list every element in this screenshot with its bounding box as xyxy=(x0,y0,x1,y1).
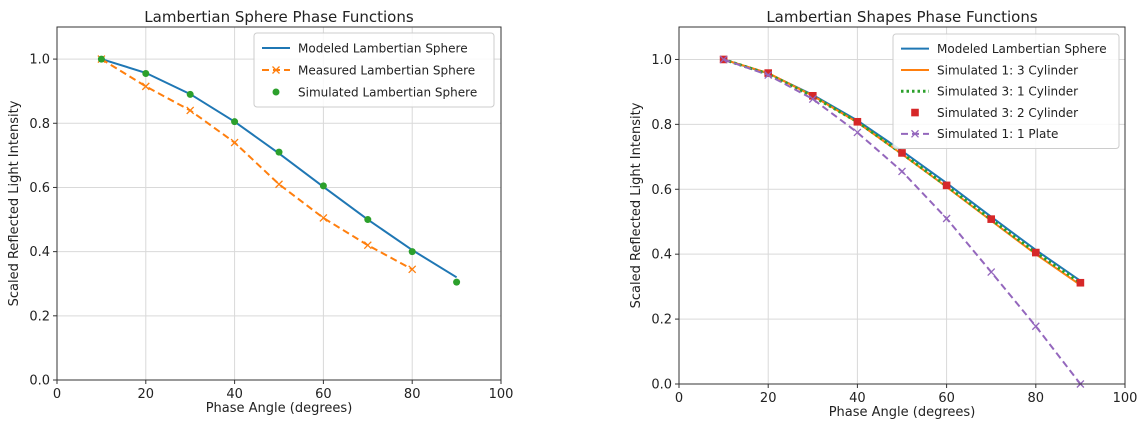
data-point xyxy=(1032,248,1040,257)
data-point xyxy=(764,71,773,79)
data-point xyxy=(231,118,239,126)
data-point xyxy=(1076,278,1085,287)
data-point xyxy=(275,148,283,156)
data-point xyxy=(764,69,772,77)
legend-label: Modeled Lambertian Sphere xyxy=(298,41,468,55)
x-tick-label: 40 xyxy=(226,387,243,402)
y-tick-label: 0.0 xyxy=(651,378,672,393)
data-point xyxy=(275,180,283,189)
plot-frame xyxy=(678,26,1126,385)
x-tick-label: 60 xyxy=(938,391,955,406)
y-tick-label: 0.6 xyxy=(29,181,50,196)
x-axis-label: Phase Angle (degrees) xyxy=(829,405,976,420)
data-point xyxy=(809,92,817,100)
legend-swatch-marker xyxy=(272,88,280,96)
data-point xyxy=(987,215,995,223)
legend-label: Simulated 3: 1 Cylinder xyxy=(937,85,1078,99)
y-tick-label: 1.0 xyxy=(29,53,50,68)
data-point xyxy=(853,128,862,137)
legend-label: Simulated 1: 1 Plate xyxy=(937,127,1058,141)
data-point xyxy=(186,90,194,98)
data-point xyxy=(1031,322,1040,331)
x-tick-label: 20 xyxy=(760,391,777,406)
data-point xyxy=(319,213,328,222)
x-tick-label: 0 xyxy=(675,391,683,406)
x-tick-label: 40 xyxy=(849,391,866,406)
data-point xyxy=(186,106,195,115)
data-point xyxy=(853,117,862,126)
data-point xyxy=(319,182,327,190)
x-tick-label: 100 xyxy=(489,387,514,402)
plot-frame xyxy=(56,26,502,381)
y-tick-label: 1.0 xyxy=(651,53,672,68)
data-point xyxy=(453,278,461,286)
legend-box xyxy=(892,33,1120,149)
legend-label: Measured Lambertian Sphere xyxy=(298,63,475,77)
y-tick-label: 0.4 xyxy=(651,248,672,263)
data-point xyxy=(987,268,996,276)
y-axis-label: Scaled Reflected Light Intensity xyxy=(629,102,644,308)
data-point xyxy=(97,55,105,63)
y-tick-label: 0.0 xyxy=(29,374,50,389)
legend-swatch-marker xyxy=(272,66,280,74)
legend-swatch-marker xyxy=(911,129,919,138)
data-point xyxy=(408,265,417,274)
x-tick-label: 80 xyxy=(1028,391,1045,406)
legend-label: Simulated 3: 2 Cylinder xyxy=(937,106,1078,120)
x-tick-label: 0 xyxy=(53,387,61,402)
data-point xyxy=(942,181,951,190)
data-point xyxy=(141,82,150,91)
data-point xyxy=(808,95,817,104)
chart-title: Lambertian Shapes Phase Functions xyxy=(766,8,1038,26)
y-tick-label: 0.2 xyxy=(29,309,50,324)
x-tick-label: 80 xyxy=(404,387,421,402)
data-point xyxy=(898,149,906,157)
legend-swatch-marker xyxy=(911,108,919,117)
data-point xyxy=(363,241,372,250)
series-line-1 xyxy=(100,58,413,271)
y-tick-label: 0.8 xyxy=(651,118,672,133)
chart-right: 0 20 40 60 80 100 0.0 0.2 0.4 0.6 0.8 1.0 Lambertian… xyxy=(629,8,1137,420)
y-tick-label: 0.6 xyxy=(651,183,672,198)
data-point xyxy=(898,167,906,176)
data-point xyxy=(408,248,416,256)
y-tick-label: 0.2 xyxy=(651,313,672,328)
data-point xyxy=(942,214,951,223)
x-axis-label: Phase Angle (degrees) xyxy=(206,401,353,416)
data-point xyxy=(364,216,372,224)
x-tick-label: 60 xyxy=(315,387,332,402)
legend-label: Modeled Lambertian Sphere xyxy=(937,42,1107,56)
x-tick-label: 20 xyxy=(138,387,155,402)
y-axis-label: Scaled Reflected Light Intensity xyxy=(7,100,22,306)
data-point xyxy=(230,138,239,147)
chart-title: Lambertian Sphere Phase Functions xyxy=(144,8,414,26)
data-point xyxy=(719,55,728,64)
x-tick-label: 100 xyxy=(1113,391,1138,406)
data-point xyxy=(142,70,150,78)
y-tick-label: 0.4 xyxy=(29,245,50,260)
legend-box xyxy=(253,32,495,108)
chart-left: 0 20 40 60 80 100 0.0 0.2 0.4 0.6 0.8 1.0 Lambertian… xyxy=(7,8,513,416)
y-tick-label: 0.8 xyxy=(29,117,50,132)
legend-label: Simulated Lambertian Sphere xyxy=(298,85,477,99)
legend-label: Simulated 1: 3 Cylinder xyxy=(937,63,1078,77)
